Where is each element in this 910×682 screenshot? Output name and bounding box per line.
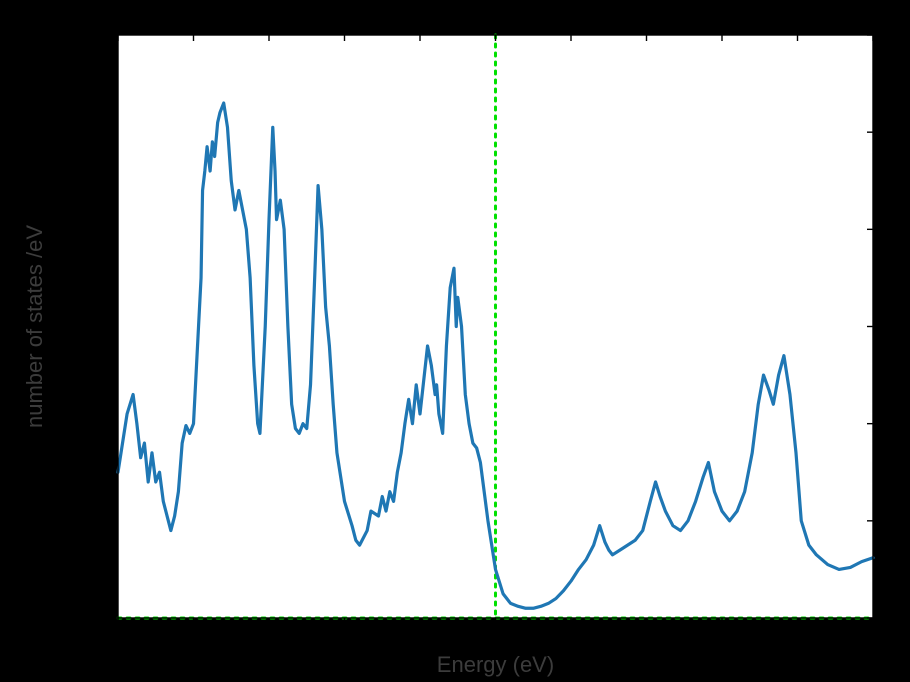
x-tick-label: -1 (411, 626, 429, 649)
x-axis-label: Energy (eV) (437, 652, 554, 678)
x-tick-label: 3 (716, 626, 727, 649)
x-tick-label: 0 (490, 626, 501, 649)
y-tick-label: 20 (84, 412, 106, 435)
y-tick-label: 30 (84, 315, 106, 338)
y-tick-label: 10 (84, 509, 106, 532)
x-tick-label: 1 (565, 626, 576, 649)
x-tick-label: 5 (867, 626, 878, 649)
y-tick-label: 0 (95, 607, 106, 630)
y-tick-label: 40 (84, 218, 106, 241)
x-tick-label: 2 (641, 626, 652, 649)
x-tick-label: 4 (792, 626, 803, 649)
x-tick-label: -4 (185, 626, 203, 649)
x-tick-label: -2 (336, 626, 354, 649)
y-tick-label: 60 (84, 24, 106, 47)
y-axis-label: number of states /eV (22, 225, 47, 428)
x-tick-label: -3 (260, 626, 278, 649)
x-tick-label: -5 (109, 626, 127, 649)
dos-chart: number of states /eV (0, 0, 910, 682)
y-tick-label: 50 (84, 121, 106, 144)
